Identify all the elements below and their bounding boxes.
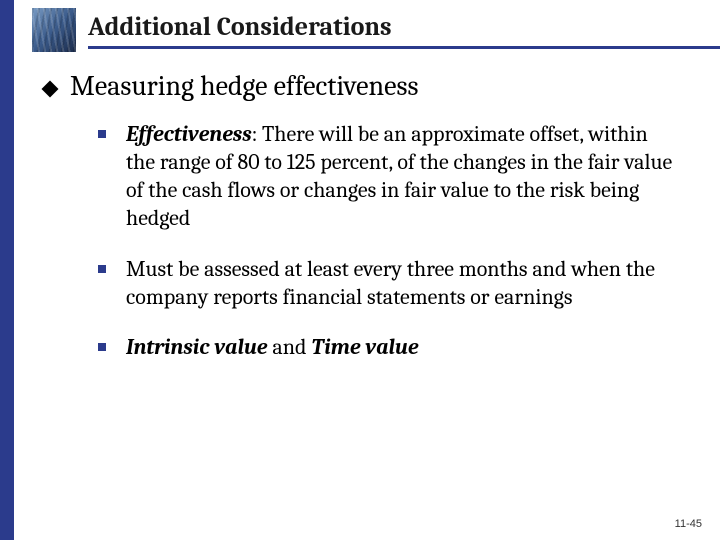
- square-bullet-icon: [98, 343, 106, 351]
- emphasis-text: Time value: [311, 334, 418, 360]
- diamond-bullet-icon: [42, 81, 59, 98]
- sub-bullet-item: Effectiveness: There will be an approxim…: [98, 120, 680, 233]
- slide-title: Additional Considerations: [88, 12, 720, 42]
- slide-content: Measuring hedge effectiveness Effectiven…: [14, 52, 720, 361]
- sub-bullet-text: Must be assessed at least every three mo…: [126, 255, 680, 311]
- square-bullet-icon: [98, 265, 106, 273]
- sub-bullet-item: Must be assessed at least every three mo…: [98, 255, 680, 311]
- logo-image: [32, 8, 76, 52]
- emphasis-text: Intrinsic value: [126, 334, 268, 360]
- sub-bullet-item: Intrinsic value and Time value: [98, 333, 680, 361]
- main-bullet: Measuring hedge effectiveness: [44, 70, 680, 102]
- sub-bullet-text: Effectiveness: There will be an approxim…: [126, 120, 680, 233]
- square-bullet-icon: [98, 130, 106, 138]
- main-bullet-text: Measuring hedge effectiveness: [70, 70, 418, 102]
- sub-bullet-list: Effectiveness: There will be an approxim…: [98, 120, 680, 361]
- emphasis-text: Effectiveness: [126, 121, 252, 147]
- body-text: Must be assessed at least every three mo…: [126, 256, 655, 310]
- slide-header: Additional Considerations: [32, 0, 720, 52]
- sub-bullet-text: Intrinsic value and Time value: [126, 333, 419, 361]
- title-container: Additional Considerations: [88, 12, 720, 49]
- slide-number: 11-45: [675, 518, 702, 530]
- connector-text: and: [268, 334, 312, 360]
